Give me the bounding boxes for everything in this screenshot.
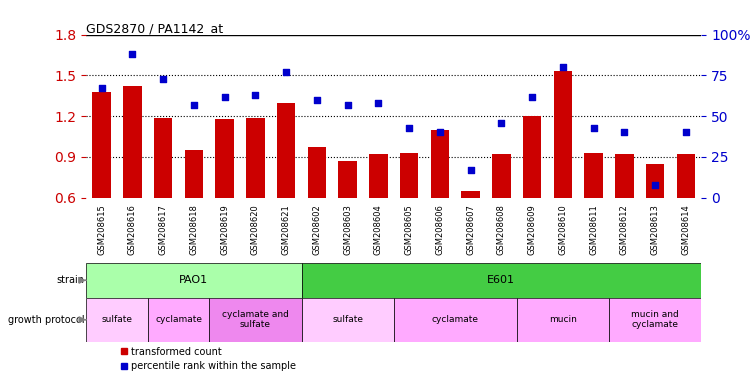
Text: GDS2870 / PA1142_at: GDS2870 / PA1142_at bbox=[86, 22, 224, 35]
Point bbox=[96, 85, 108, 91]
Bar bbox=[615, 154, 634, 198]
Bar bbox=[209, 298, 302, 342]
Point bbox=[680, 129, 692, 136]
Bar bbox=[338, 161, 357, 198]
Point bbox=[588, 124, 600, 131]
Point bbox=[526, 93, 538, 99]
Bar bbox=[215, 119, 234, 198]
Bar bbox=[400, 153, 418, 198]
Bar bbox=[154, 118, 173, 198]
Text: E601: E601 bbox=[488, 275, 515, 285]
Bar bbox=[302, 263, 701, 298]
Text: mucin and
cyclamate: mucin and cyclamate bbox=[632, 310, 679, 329]
Bar bbox=[492, 154, 511, 198]
Point bbox=[495, 119, 507, 126]
Text: sulfate: sulfate bbox=[101, 315, 133, 324]
Point bbox=[372, 100, 384, 106]
Bar bbox=[394, 298, 517, 342]
Bar bbox=[302, 298, 394, 342]
Bar bbox=[369, 154, 388, 198]
Bar bbox=[609, 298, 701, 342]
Bar bbox=[517, 298, 609, 342]
Bar bbox=[461, 191, 480, 198]
Text: cyclamate: cyclamate bbox=[155, 315, 202, 324]
Text: mucin: mucin bbox=[549, 315, 577, 324]
Point bbox=[404, 124, 416, 131]
Text: cyclamate: cyclamate bbox=[432, 315, 478, 324]
Bar bbox=[246, 118, 265, 198]
Point bbox=[556, 64, 568, 70]
Bar bbox=[92, 92, 111, 198]
Text: growth protocol: growth protocol bbox=[8, 314, 85, 325]
Point bbox=[280, 69, 292, 75]
Bar bbox=[148, 298, 209, 342]
Point bbox=[618, 129, 630, 136]
Bar bbox=[676, 154, 695, 198]
Text: cyclamate and
sulfate: cyclamate and sulfate bbox=[222, 310, 289, 329]
Point bbox=[433, 129, 445, 136]
Bar bbox=[523, 116, 542, 198]
Bar bbox=[430, 130, 449, 198]
Bar bbox=[86, 263, 302, 298]
Text: sulfate: sulfate bbox=[332, 315, 363, 324]
Bar bbox=[184, 150, 203, 198]
Point bbox=[341, 102, 354, 108]
Bar bbox=[554, 71, 572, 198]
Point bbox=[464, 167, 477, 173]
Point bbox=[219, 93, 231, 99]
Bar bbox=[123, 86, 142, 198]
Point bbox=[249, 92, 261, 98]
Bar bbox=[584, 153, 603, 198]
Bar bbox=[86, 298, 148, 342]
Point bbox=[188, 102, 200, 108]
Point bbox=[126, 51, 138, 57]
Text: PAO1: PAO1 bbox=[179, 275, 209, 285]
Legend: transformed count, percentile rank within the sample: transformed count, percentile rank withi… bbox=[122, 347, 296, 371]
Bar bbox=[277, 103, 296, 198]
Bar bbox=[646, 164, 664, 198]
Point bbox=[649, 182, 662, 188]
Point bbox=[158, 76, 170, 82]
Text: strain: strain bbox=[57, 275, 85, 285]
Point bbox=[310, 97, 322, 103]
Bar bbox=[308, 147, 326, 198]
